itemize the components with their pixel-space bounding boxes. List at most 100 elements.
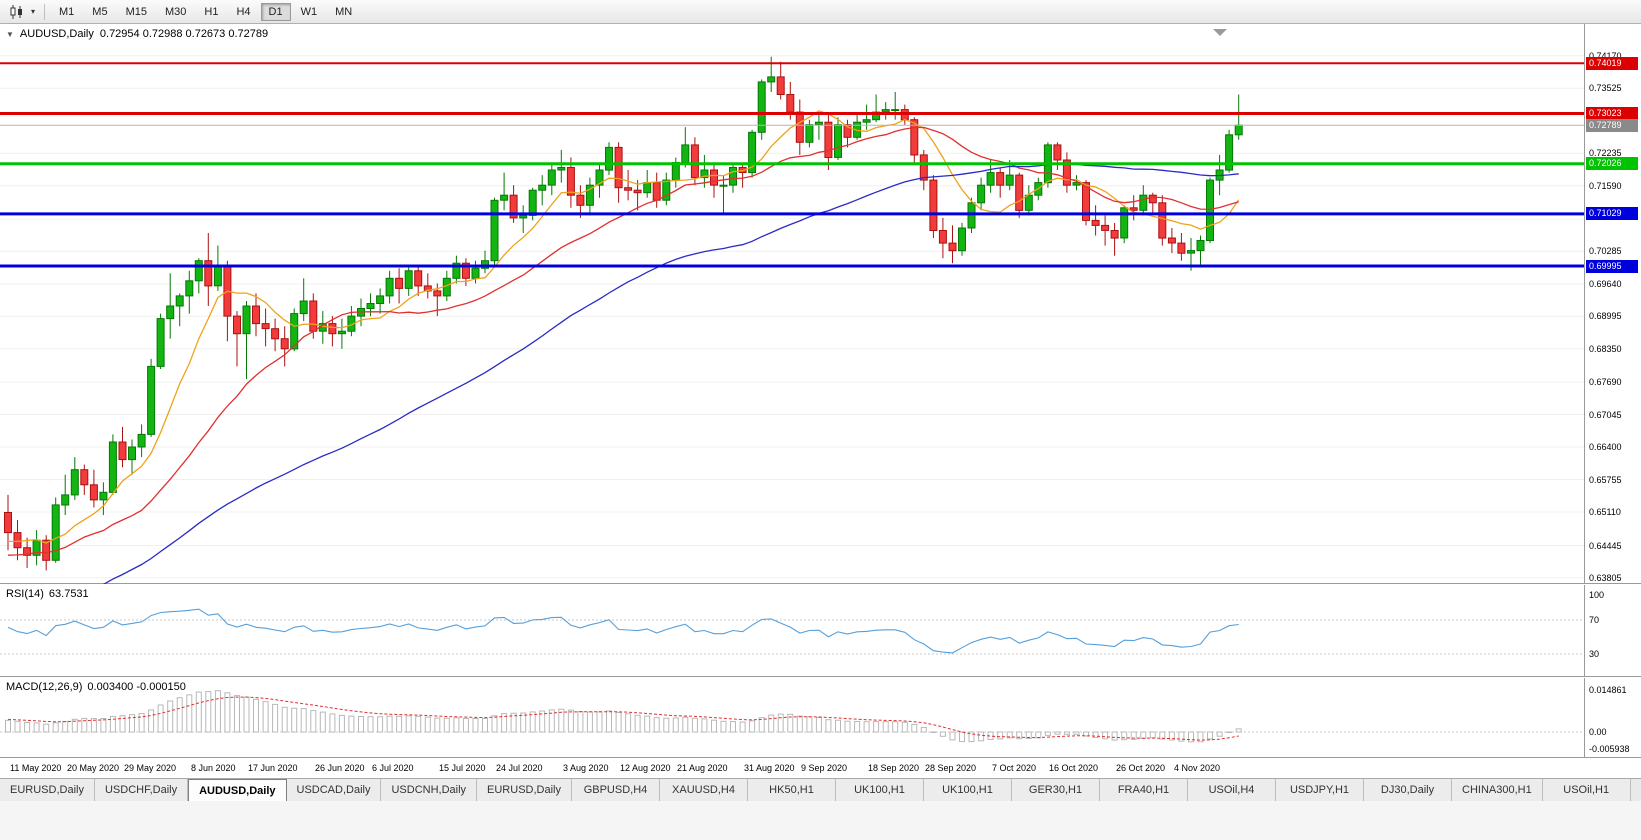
timeframe-button-h1[interactable]: H1 — [196, 3, 226, 21]
price-axis-tick: 0.73525 — [1589, 83, 1622, 94]
chart-tab-label: GER30,H1 — [1028, 784, 1083, 796]
chart-tab-label: USDCHF,Daily — [104, 784, 178, 796]
chart-tab-label: USDCNH,Daily — [391, 784, 467, 796]
macd-histogram — [5, 690, 1242, 743]
chart-tab-label: UK100,H1 — [854, 784, 905, 796]
price-level-tag: 0.71029 — [1586, 207, 1638, 221]
chart-tab-label: EURUSD,Daily — [487, 784, 561, 796]
chart-tab-label: XAUUSD,H4 — [672, 784, 735, 796]
date-axis-label: 29 May 2020 — [124, 763, 177, 773]
timeframe-button-h4[interactable]: H4 — [228, 3, 258, 21]
rsi-chart[interactable] — [0, 585, 1584, 677]
date-axis-label: 3 Aug 2020 — [563, 763, 609, 773]
chart-tab-uk100-h1[interactable]: UK100,H1 — [836, 779, 924, 801]
price-axis-tick: 0.68995 — [1589, 311, 1622, 322]
timeframe-button-m5[interactable]: M5 — [84, 3, 115, 21]
macd-chart[interactable] — [0, 678, 1584, 758]
date-axis-label: 20 May 2020 — [67, 763, 120, 773]
price-axis-tick: 0.69640 — [1589, 278, 1622, 289]
chart-tab-label: USOil,H1 — [1563, 784, 1610, 796]
chart-tab-uk100-h1[interactable]: UK100,H1 — [924, 779, 1012, 801]
rsi-axis-tick: 30 — [1589, 649, 1600, 659]
chart-tab-usdjpy-h1[interactable]: USDJPY,H1 — [1276, 779, 1364, 801]
price-chart[interactable] — [0, 24, 1584, 584]
chart-tab-audusd-daily[interactable]: AUDUSD,Daily — [188, 779, 287, 801]
date-axis-label: 26 Jun 2020 — [315, 763, 365, 773]
window-bottom-area — [0, 801, 1641, 840]
chart-tab-usoil-h4[interactable]: USOil,H4 — [1188, 779, 1276, 801]
timeframe-button-mn[interactable]: MN — [327, 3, 360, 21]
chart-tab-ger30-h1[interactable]: GER30,H1 — [1012, 779, 1100, 801]
toolbar-separator — [44, 3, 46, 20]
chart-shift-marker[interactable] — [1213, 29, 1227, 36]
date-axis-label: 17 Jun 2020 — [248, 763, 298, 773]
date-axis-label: 18 Sep 2020 — [868, 763, 920, 773]
date-axis-label: 16 Oct 2020 — [1049, 763, 1099, 773]
timeframe-button-m1[interactable]: M1 — [51, 3, 82, 21]
price-axis-tick: 0.67690 — [1589, 377, 1622, 388]
chart-title: ▼ AUDUSD,Daily 0.72954 0.72988 0.72673 0… — [6, 28, 268, 40]
macd-values: 0.003400 -0.000150 — [87, 681, 186, 693]
chart-tab-eurusd-daily[interactable]: EURUSD,Daily — [477, 779, 572, 801]
chart-tab-label: EURUSD,Daily — [10, 784, 84, 796]
rsi-value: 63.7531 — [48, 588, 89, 600]
chart-tab-label: USDCAD,Daily — [296, 784, 371, 796]
chart-tab-usdcnh-daily[interactable]: USDCNH,Daily — [381, 779, 478, 801]
macd-axis[interactable]: 0.014861 0.00 -0.005938 — [1584, 678, 1641, 757]
chart-tab-xauusd-h4[interactable]: XAUUSD,H4 — [660, 779, 748, 801]
collapse-icon[interactable]: ▼ — [6, 29, 14, 39]
chart-tab-usdchf-daily[interactable]: USDCHF,Daily — [94, 779, 189, 801]
chart-type-button[interactable]: ▾ — [6, 3, 38, 21]
chart-tab-label: HK50,H1 — [769, 784, 814, 796]
price-level-tag: 0.72026 — [1586, 157, 1638, 171]
date-axis-label: 7 Oct 2020 — [992, 763, 1037, 773]
chart-tabs-bar: EURUSD,Daily USDCHF,Daily AUDUSD,Daily USDC… — [0, 778, 1641, 801]
macd-axis-tick: 0.00 — [1589, 727, 1607, 737]
rsi-axis[interactable]: 100 70 30 — [1584, 585, 1641, 676]
chart-tab-eurusd-daily[interactable]: EURUSD,Daily — [0, 779, 95, 801]
chart-tab-label: CHINA300,H1 — [1462, 784, 1532, 796]
chart-tab-label: USOil,H4 — [1208, 784, 1255, 796]
rsi-axis-tick: 100 — [1589, 589, 1605, 600]
date-axis-label: 31 Aug 2020 — [744, 763, 795, 773]
horizontal-level-lines[interactable] — [0, 62, 1584, 268]
rsi-axis-tick: 70 — [1589, 615, 1600, 625]
date-axis-label: 6 Jul 2020 — [372, 763, 414, 773]
macd-label: MACD(12,26,9) 0.003400 -0.000150 — [6, 681, 186, 693]
price-level-tag: 0.69995 — [1586, 259, 1638, 273]
chart-tab-gbpusd-h4[interactable]: GBPUSD,H4 — [572, 779, 660, 801]
price-axis-tick: 0.65755 — [1589, 474, 1622, 485]
chart-ohlc-values: 0.72954 0.72988 0.72673 0.72789 — [99, 28, 269, 40]
timeframe-buttons-group: M1 M5 M15 M30 H1 H4 D1 W1 MN — [51, 2, 362, 21]
chart-tab-china300-h1[interactable]: CHINA300,H1 — [1452, 779, 1543, 801]
chart-tab-usdcad-daily[interactable]: USDCAD,Daily — [286, 779, 382, 801]
time-axis[interactable]: 11 May 2020 20 May 2020 29 May 2020 8 Jun 2… — [0, 759, 1641, 778]
date-axis-label: 11 May 2020 — [10, 763, 62, 773]
date-axis-label: 4 Nov 2020 — [1174, 763, 1221, 773]
price-level-tag: 0.72789 — [1586, 118, 1638, 132]
date-axis-label: 21 Aug 2020 — [677, 763, 728, 773]
timeframe-button-m15[interactable]: M15 — [118, 3, 155, 21]
chart-tab-label: DJ30,Daily — [1380, 784, 1435, 796]
timeframe-button-d1[interactable]: D1 — [260, 2, 291, 21]
chart-tab-usoil-h1[interactable]: USOil,H1 — [1542, 779, 1631, 801]
chart-tab-hk50-h1[interactable]: HK50,H1 — [748, 779, 836, 801]
macd-signal-line — [7, 696, 1239, 741]
macd-axis-tick: -0.005938 — [1589, 743, 1630, 754]
rsi-indicator-panel: RSI(14) 63.7531 100 70 30 — [0, 585, 1641, 677]
price-axis[interactable]: 0.74170 0.73525 0.72235 0.71590 0.70285 0.696… — [1584, 24, 1641, 583]
date-axis-label: 28 Sep 2020 — [925, 763, 977, 773]
price-axis-tick: 0.71590 — [1589, 180, 1622, 191]
price-level-tag: 0.74019 — [1586, 56, 1638, 70]
main-chart-panel: ▼ AUDUSD,Daily 0.72954 0.72988 0.72673 0… — [0, 24, 1641, 584]
price-axis-tick: 0.72235 — [1589, 148, 1622, 159]
timeframe-button-m30[interactable]: M30 — [157, 3, 194, 21]
chart-tab-fra40-h1[interactable]: FRA40,H1 — [1100, 779, 1188, 801]
chart-tab-dj30-daily[interactable]: DJ30,Daily — [1364, 779, 1452, 801]
rsi-name: RSI(14) — [6, 588, 44, 600]
date-axis-label: 26 Oct 2020 — [1116, 763, 1166, 773]
rsi-label: RSI(14) 63.7531 — [6, 588, 89, 600]
timeframe-button-w1[interactable]: W1 — [293, 3, 326, 21]
chart-tab-label: FRA40,H1 — [1117, 784, 1170, 796]
